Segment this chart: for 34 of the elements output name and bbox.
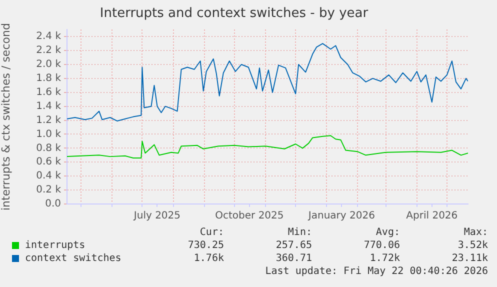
text: 257.65 (274, 240, 312, 251)
text: Max: (462, 227, 488, 238)
y-tick-label: 0.6 k (36, 156, 62, 168)
text: 1.72k (368, 253, 400, 264)
y-axis-title: interrupts & ctx switches / second (0, 23, 12, 211)
text: 360.71 (274, 253, 312, 264)
y-tick-label: 0.8 k (36, 142, 62, 154)
y-tick-label: 2.4 k (36, 31, 62, 42)
y-tick-label: 0.0 (45, 198, 61, 210)
y-tick-label: 1.2 k (36, 114, 62, 126)
x-tick-label: July 2025 (132, 210, 181, 222)
legend-label: context switches (25, 253, 122, 264)
y-tick-label: 0.4 k (36, 170, 62, 182)
x-tick-label: October 2025 (215, 210, 284, 222)
y-tick-label: 1.0 k (36, 128, 62, 140)
text: 1.76k (192, 253, 224, 264)
chart-title: Interrupts and context switches - by year (100, 6, 369, 22)
text: Last update: Fri May 22 00:40:26 2026 (264, 266, 488, 277)
y-tick-label: 2.0 k (36, 59, 62, 70)
y-tick-label: 1.8 k (36, 73, 62, 84)
text: Cur: (198, 227, 224, 238)
x-tick-label: April 2026 (406, 210, 458, 222)
legend-label: interrupts (25, 240, 86, 251)
text: 730.25 (186, 240, 224, 251)
text: Min: (286, 227, 312, 238)
text: 3.52k (456, 240, 488, 251)
y-tick-label: 1.4 k (36, 100, 62, 112)
y-tick-label: 2.2 k (36, 45, 62, 56)
text: Avg: (374, 227, 400, 238)
text: 23.11k (450, 253, 488, 264)
text: 770.06 (362, 240, 400, 251)
y-tick-label: 0.2 k (36, 184, 62, 196)
y-tick-label: 1.6 k (36, 86, 62, 98)
x-tick-label: January 2026 (307, 210, 375, 222)
